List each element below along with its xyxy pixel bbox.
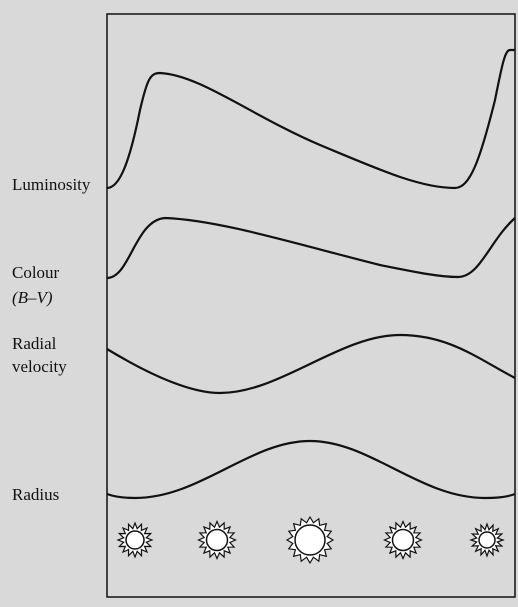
radial-velocity-curve [106, 333, 516, 395]
star-disc [294, 524, 326, 556]
label-luminosity: Luminosity [12, 175, 91, 194]
star-disc [478, 531, 496, 549]
radius-curve [106, 439, 516, 500]
star-disc [205, 528, 229, 552]
label-colour: Colour [12, 263, 60, 282]
label-colour-index: (B–V) [12, 288, 53, 307]
label-radius: Radius [12, 485, 59, 504]
star-disc [125, 530, 145, 550]
frame [106, 13, 516, 598]
luminosity-curve [106, 48, 515, 190]
star-icons [116, 515, 505, 565]
label-radial: Radial [12, 334, 57, 353]
colour-curve [106, 216, 516, 280]
star-disc [391, 528, 415, 552]
label-velocity: velocity [12, 357, 67, 376]
